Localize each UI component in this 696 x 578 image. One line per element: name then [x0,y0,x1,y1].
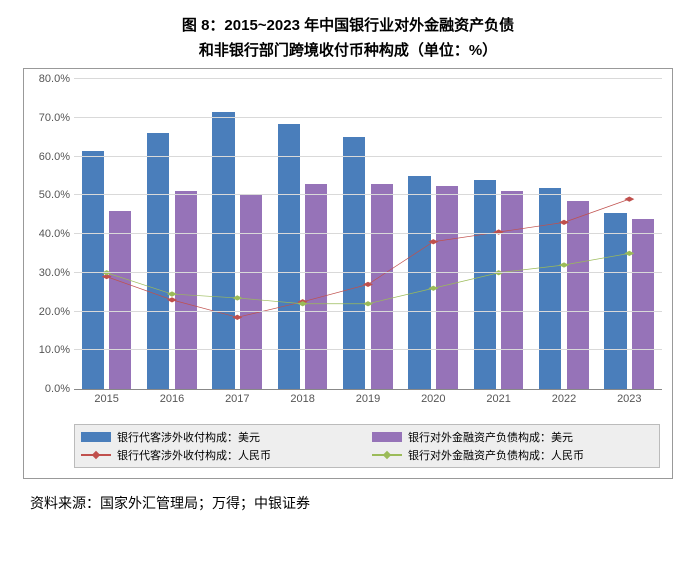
x-axis-label: 2019 [335,389,400,405]
legend-item: 银行对外金融资产负债构成：人民币 [372,447,653,463]
x-axis-label: 2022 [531,389,596,405]
legend-swatch [372,450,402,460]
chart-container: 201520162017201820192020202120222023 0.0… [23,68,673,479]
legend-swatch [81,432,111,442]
line-marker [428,239,438,244]
line-marker [167,297,177,302]
line-series [107,199,630,317]
plot-area: 201520162017201820192020202120222023 0.0… [74,79,662,390]
chart-title-line1: 图 8：2015~2023 年中国银行业对外金融资产负债 [10,14,686,35]
y-axis-label: 30.0% [30,267,70,279]
lines-layer [74,79,662,389]
line-marker [363,301,373,306]
y-axis-label: 40.0% [30,228,70,240]
line-marker [559,262,569,267]
x-axis-label: 2023 [597,389,662,405]
line-marker [363,282,373,287]
y-axis-label: 10.0% [30,344,70,356]
legend-item: 银行对外金融资产负债构成：美元 [372,429,653,445]
x-axis-label: 2015 [74,389,139,405]
line-series [107,253,630,303]
legend-label: 银行对外金融资产负债构成：人民币 [408,447,584,463]
legend-swatch [81,450,111,460]
x-axis-label: 2016 [139,389,204,405]
source-text: 资料来源：国家外汇管理局；万得；中银证券 [30,493,686,513]
legend-label: 银行对外金融资产负债构成：美元 [408,429,573,445]
y-axis-label: 0.0% [30,383,70,395]
y-axis-label: 20.0% [30,306,70,318]
legend-label: 银行代客涉外收付构成：人民币 [117,447,271,463]
line-marker [559,220,569,225]
y-axis-label: 80.0% [30,73,70,85]
y-axis-label: 70.0% [30,112,70,124]
legend-swatch [372,432,402,442]
line-marker [624,251,634,256]
chart-title-line2: 和非银行部门跨境收付币种构成（单位：%） [10,39,686,60]
legend-item: 银行代客涉外收付构成：美元 [81,429,362,445]
x-axis-label: 2018 [270,389,335,405]
line-marker [167,291,177,296]
line-marker [232,295,242,300]
line-marker [428,286,438,291]
line-marker [232,315,242,320]
x-axis-label: 2020 [401,389,466,405]
legend-item: 银行代客涉外收付构成：人民币 [81,447,362,463]
line-marker [624,196,634,201]
x-axis-label: 2021 [466,389,531,405]
y-axis-label: 50.0% [30,189,70,201]
legend: 银行代客涉外收付构成：美元 银行对外金融资产负债构成：美元银行代客涉外收付构成：人… [74,424,660,468]
legend-label: 银行代客涉外收付构成：美元 [117,429,260,445]
y-axis-label: 60.0% [30,151,70,163]
x-axis-label: 2017 [205,389,270,405]
